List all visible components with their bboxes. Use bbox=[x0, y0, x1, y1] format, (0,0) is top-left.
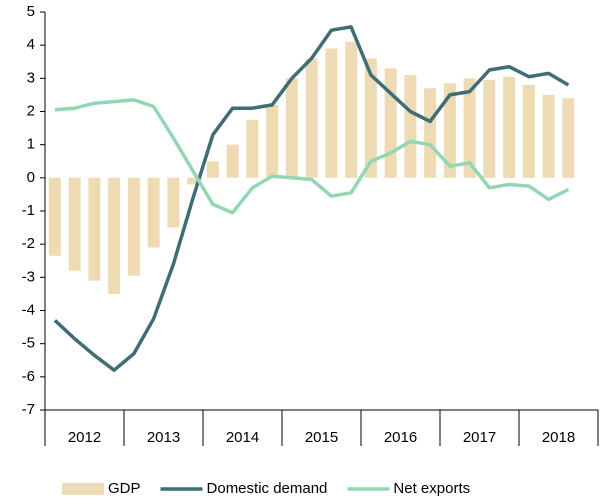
bar bbox=[503, 76, 516, 178]
bar bbox=[305, 58, 318, 178]
y-tick-label: 3 bbox=[27, 69, 35, 86]
bar bbox=[463, 78, 476, 178]
bar bbox=[285, 78, 298, 178]
x-tick-label: 2015 bbox=[305, 429, 338, 446]
line bbox=[53, 25, 570, 372]
bar bbox=[364, 58, 377, 178]
bar bbox=[167, 177, 180, 228]
x-tick-label: 2014 bbox=[226, 429, 259, 446]
bar bbox=[542, 94, 555, 178]
legend-label: Net exports bbox=[393, 480, 470, 497]
y-tick-label: 1 bbox=[27, 136, 35, 153]
y-tick-label: -4 bbox=[22, 301, 35, 318]
bar bbox=[187, 177, 200, 185]
x-tick-label: 2013 bbox=[147, 429, 180, 446]
legend-label: Domestic demand bbox=[207, 480, 328, 497]
x-tick-label: 2017 bbox=[463, 429, 496, 446]
bar bbox=[147, 177, 160, 248]
bar bbox=[424, 88, 437, 178]
bar bbox=[483, 79, 496, 178]
y-tick-label: 4 bbox=[27, 36, 35, 53]
line bbox=[54, 98, 570, 215]
y-tick-label: 2 bbox=[27, 102, 35, 119]
bar bbox=[48, 177, 61, 256]
bar bbox=[88, 177, 101, 281]
bar bbox=[443, 83, 456, 178]
y-tick-label: -2 bbox=[22, 235, 35, 252]
y-tick-label: -6 bbox=[22, 368, 35, 385]
y-tick-label: -1 bbox=[22, 202, 35, 219]
x-tick-label: 2016 bbox=[384, 429, 417, 446]
bar bbox=[108, 177, 121, 294]
y-tick-label: 5 bbox=[27, 3, 35, 20]
bar bbox=[68, 177, 81, 271]
bar bbox=[226, 144, 239, 178]
bar bbox=[246, 119, 259, 178]
y-tick-label: -5 bbox=[22, 335, 35, 352]
x-tick-label: 2012 bbox=[68, 429, 101, 446]
y-tick-label: 0 bbox=[27, 169, 35, 186]
bar bbox=[345, 41, 358, 178]
bar bbox=[325, 48, 338, 178]
legend-label: GDP bbox=[108, 480, 141, 497]
x-tick-label: 2018 bbox=[542, 429, 575, 446]
bar bbox=[562, 98, 575, 178]
bar bbox=[404, 75, 417, 178]
y-tick-label: -3 bbox=[22, 268, 35, 285]
legend-swatch bbox=[62, 483, 104, 495]
bar bbox=[206, 161, 219, 178]
bar bbox=[522, 84, 535, 178]
y-tick-label: -7 bbox=[22, 401, 35, 418]
bar bbox=[384, 68, 397, 178]
bar bbox=[127, 177, 140, 276]
bar bbox=[266, 104, 279, 178]
